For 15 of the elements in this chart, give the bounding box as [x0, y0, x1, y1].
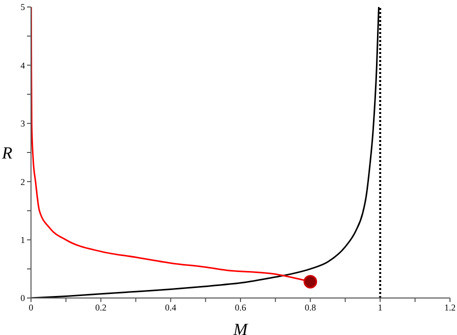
x-tick-label: 0 — [28, 302, 34, 312]
x-tick-label: 0.2 — [95, 302, 106, 312]
x-tick-label: 0.4 — [165, 302, 177, 312]
x-tick-label: 0.6 — [234, 302, 247, 312]
x-axis-title: M — [232, 320, 248, 335]
y-tick-label: 2 — [20, 176, 25, 187]
y-tick-label: 4 — [20, 60, 26, 70]
y-tick-label: 1 — [20, 234, 25, 245]
x-tick-label: 1.2 — [444, 302, 456, 312]
x-tick-label: 0.8 — [304, 302, 316, 312]
x-tick-label: 1 — [378, 302, 382, 312]
y-tick-label: 0 — [20, 293, 26, 304]
y-tick-label: 5 — [20, 2, 26, 12]
y-tick-label: 3 — [20, 118, 26, 129]
y-axis-title: R — [1, 144, 13, 163]
